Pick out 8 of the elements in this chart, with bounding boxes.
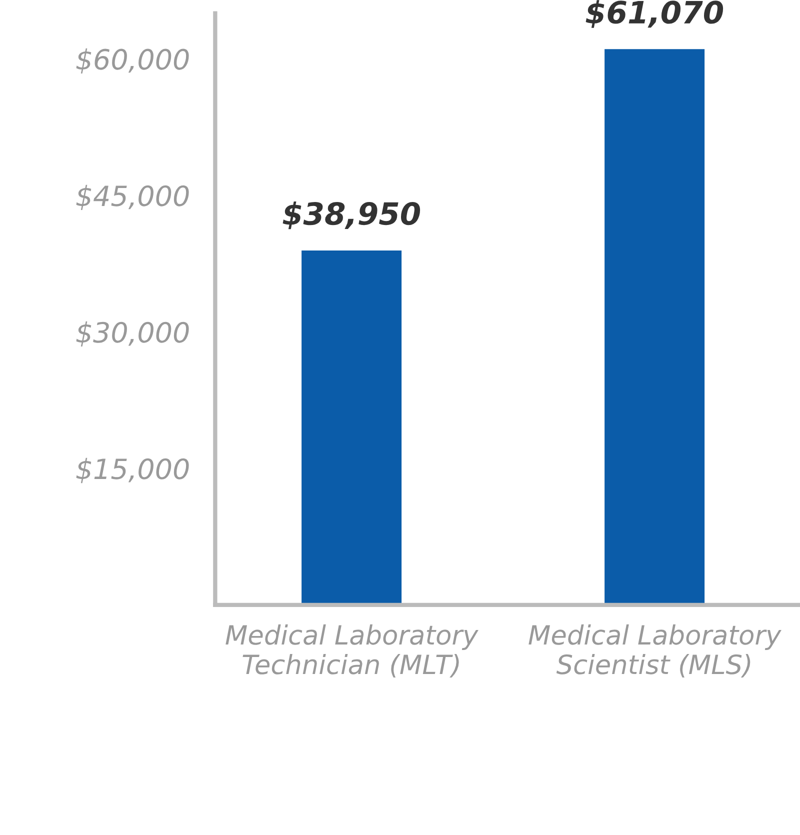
- y-tick-label: $45,000: [76, 184, 189, 210]
- data-label: $61,070: [586, 0, 724, 28]
- x-tick-label: Medical Laboratory Scientist (MLS): [528, 624, 782, 678]
- x-tick-label: Medical Laboratory Technician (MLT): [226, 624, 478, 678]
- data-label: $38,950: [282, 201, 420, 230]
- y-tick-label: $60,000: [76, 48, 189, 74]
- y-tick-label: $15,000: [76, 458, 189, 484]
- y-tick-label: $30,000: [76, 321, 189, 347]
